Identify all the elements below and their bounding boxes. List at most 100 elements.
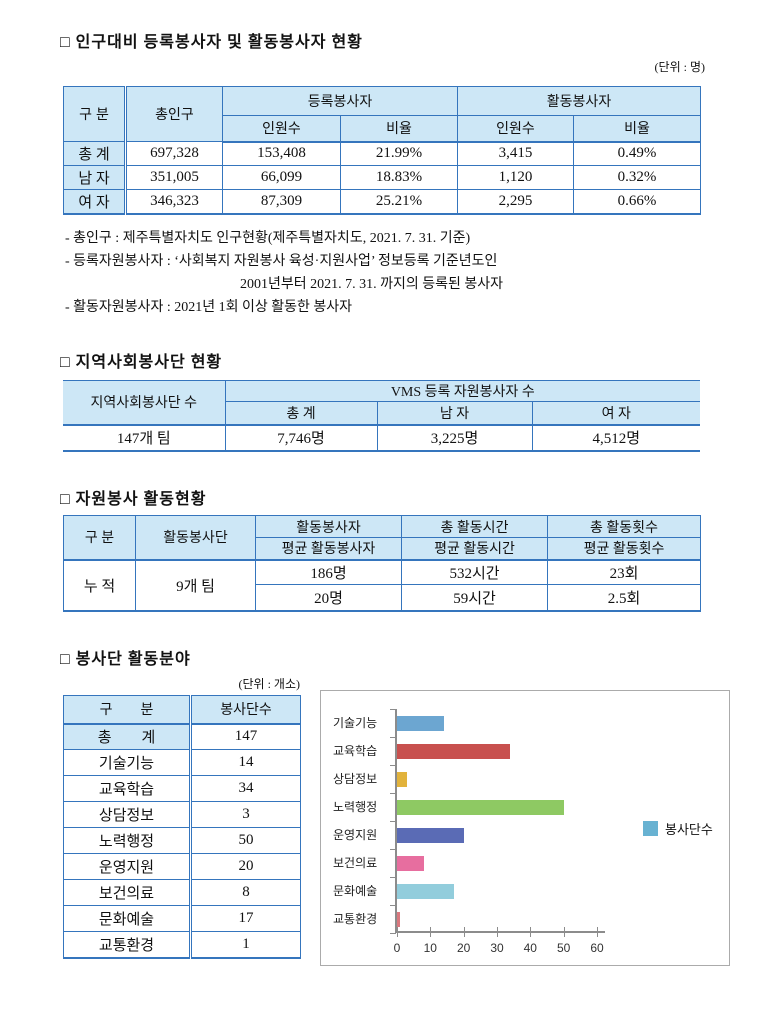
section4-unit-label: (단위 : 개소) (238, 677, 301, 691)
table-row: 147개 팀 7,746명 3,225명 4,512명 (63, 424, 701, 452)
x-tick-label: 30 (490, 941, 504, 955)
section1-unit-label: (단위 : 명) (654, 60, 705, 74)
col-header-group: 구 분 (63, 695, 192, 725)
col-header-team-count: 지역사회봉사단 수 (63, 380, 226, 426)
col-header-times: 총 활동횟수 (547, 515, 701, 538)
row-label: 문화예술 (63, 905, 192, 932)
row-label: 상담정보 (63, 801, 192, 828)
col-header-total: 총 계 (224, 401, 378, 426)
col-header-male: 남 자 (376, 401, 533, 426)
chart-bars (397, 709, 605, 931)
chart-category-labels: 기술기능 교육학습 상담정보 노력행정 운영지원 보건의료 문화예술 교통환경 (333, 709, 393, 933)
bar-row (397, 765, 605, 793)
cell-reg-ratio: 21.99% (340, 141, 458, 166)
chart-legend: 봉사단수 (643, 819, 713, 838)
bar-chart: 기술기능 교육학습 상담정보 노력행정 운영지원 보건의료 문화예술 교통환경 0 10 20 30… (320, 690, 730, 966)
row-label: 교통환경 (63, 931, 192, 959)
row-label: 총 계 (63, 141, 127, 166)
y-tick (390, 821, 396, 822)
col-header-hours: 총 활동시간 (401, 515, 548, 538)
cell-act-ratio: 0.32% (573, 165, 701, 190)
table-row: 여 자 346,323 87,309 25.21% 2,295 0.66% (63, 189, 701, 215)
category-label: 기술기능 (333, 716, 378, 730)
cell-hours: 532시간 (401, 559, 548, 585)
footnote-line: - 총인구 : 제주특별자치도 인구현황(제주특별자치도, 2021. 7. 3… (65, 231, 471, 246)
cell-male: 3,225명 (376, 424, 533, 452)
x-tick-label: 0 (393, 941, 401, 955)
footnote-line: - 활동자원봉사자 : 2021년 1회 이상 활동한 봉사자 (65, 300, 353, 315)
y-tick (390, 737, 396, 738)
cell-count: 34 (190, 775, 301, 802)
col-header-act-ratio: 비율 (573, 115, 701, 143)
section2-title: □ 지역사회봉사단 현황 (60, 354, 223, 371)
col-header-group: 구 분 (63, 515, 136, 561)
col-header-population: 총인구 (125, 86, 223, 142)
cell-reg-ratio: 25.21% (340, 189, 458, 215)
section4-title: □ 봉사단 활동분야 (60, 651, 191, 668)
legend-label: 봉사단수 (665, 822, 713, 837)
category-label: 노력행정 (333, 800, 378, 814)
col-header-team: 활동봉사단 (135, 515, 256, 561)
col-header-team-count: 봉사단수 (190, 695, 301, 725)
x-tick-label: 40 (523, 941, 537, 955)
population-volunteer-table: 구 분 총인구 등록봉사자 활동봉사자 인원수 비율 인원수 비율 총 계 69… (63, 86, 701, 215)
cell-total-count: 147 (190, 723, 301, 750)
section3-title: □ 자원봉사 활동현황 (60, 491, 207, 508)
row-label: 누 적 (63, 559, 136, 612)
x-tick (463, 927, 465, 937)
table-row: 총 계 697,328 153,408 21.99% 3,415 0.49% (63, 141, 701, 166)
y-tick (390, 849, 396, 850)
cell-female: 4,512명 (531, 424, 701, 452)
x-tick (597, 927, 598, 937)
cell-count: 20 (190, 853, 301, 880)
cell-reg-count: 66,099 (222, 165, 341, 190)
col-header-avg-volunteers: 평균 활동봉사자 (255, 537, 402, 561)
cell-count: 1 (190, 931, 301, 959)
row-label: 남 자 (63, 165, 127, 190)
cell-reg-ratio: 18.83% (340, 165, 458, 190)
x-tick-label: 50 (557, 941, 571, 955)
col-header-female: 여 자 (531, 401, 701, 426)
bar-row (397, 709, 605, 737)
cell-times: 2.5회 (547, 584, 701, 612)
cell-count: 3 (190, 801, 301, 828)
row-label: 운영지원 (63, 853, 192, 880)
cell-act-ratio: 0.49% (573, 141, 701, 166)
col-header-active: 활동봉사자 (457, 86, 701, 116)
cell-count: 17 (190, 905, 301, 932)
bar-보건의료 (397, 855, 424, 871)
cell-act-count: 2,295 (457, 189, 574, 215)
cell-population: 697,328 (125, 141, 223, 166)
y-tick (390, 933, 396, 934)
bar-row (397, 905, 605, 933)
cell-count: 14 (190, 749, 301, 776)
cell-hours: 59시간 (401, 584, 548, 612)
cell-act-count: 3,415 (457, 141, 574, 166)
table-row: 총 계 147 (63, 723, 301, 750)
table-row: 문화예술 17 (63, 905, 301, 932)
table-row: 남 자 351,005 66,099 18.83% 1,120 0.32% (63, 165, 701, 190)
x-tick (497, 927, 498, 937)
row-label-total: 총 계 (63, 723, 192, 750)
y-tick (390, 905, 396, 906)
table-row: 보건의료 8 (63, 879, 301, 906)
y-tick (390, 793, 396, 794)
footnote-line: 2001년부터 2021. 7. 31. 까지의 등록된 봉사자 (240, 277, 504, 292)
cell-team: 9개 팀 (135, 559, 256, 612)
footnote-line: - 등록자원봉사자 : ‘사회복지 자원봉사 육성·지원사업’ 정보등록 기준년… (65, 254, 498, 269)
y-tick (390, 709, 396, 710)
cell-reg-count: 87,309 (222, 189, 341, 215)
cell-times: 23회 (547, 559, 701, 585)
table-row: 기술기능 14 (63, 749, 301, 776)
cell-count: 50 (190, 827, 301, 854)
category-label: 운영지원 (333, 828, 378, 842)
cell-act-count: 1,120 (457, 165, 574, 190)
bar-노력행정 (397, 799, 564, 815)
col-header-volunteers: 활동봉사자 (255, 515, 402, 538)
category-label: 교육학습 (333, 744, 378, 758)
category-label: 문화예술 (333, 884, 378, 898)
bar-row (397, 821, 605, 849)
bar-운영지원 (397, 827, 464, 843)
activity-status-table: 구 분 활동봉사단 활동봉사자 총 활동시간 총 활동횟수 평균 활동봉사자 평… (63, 515, 701, 612)
